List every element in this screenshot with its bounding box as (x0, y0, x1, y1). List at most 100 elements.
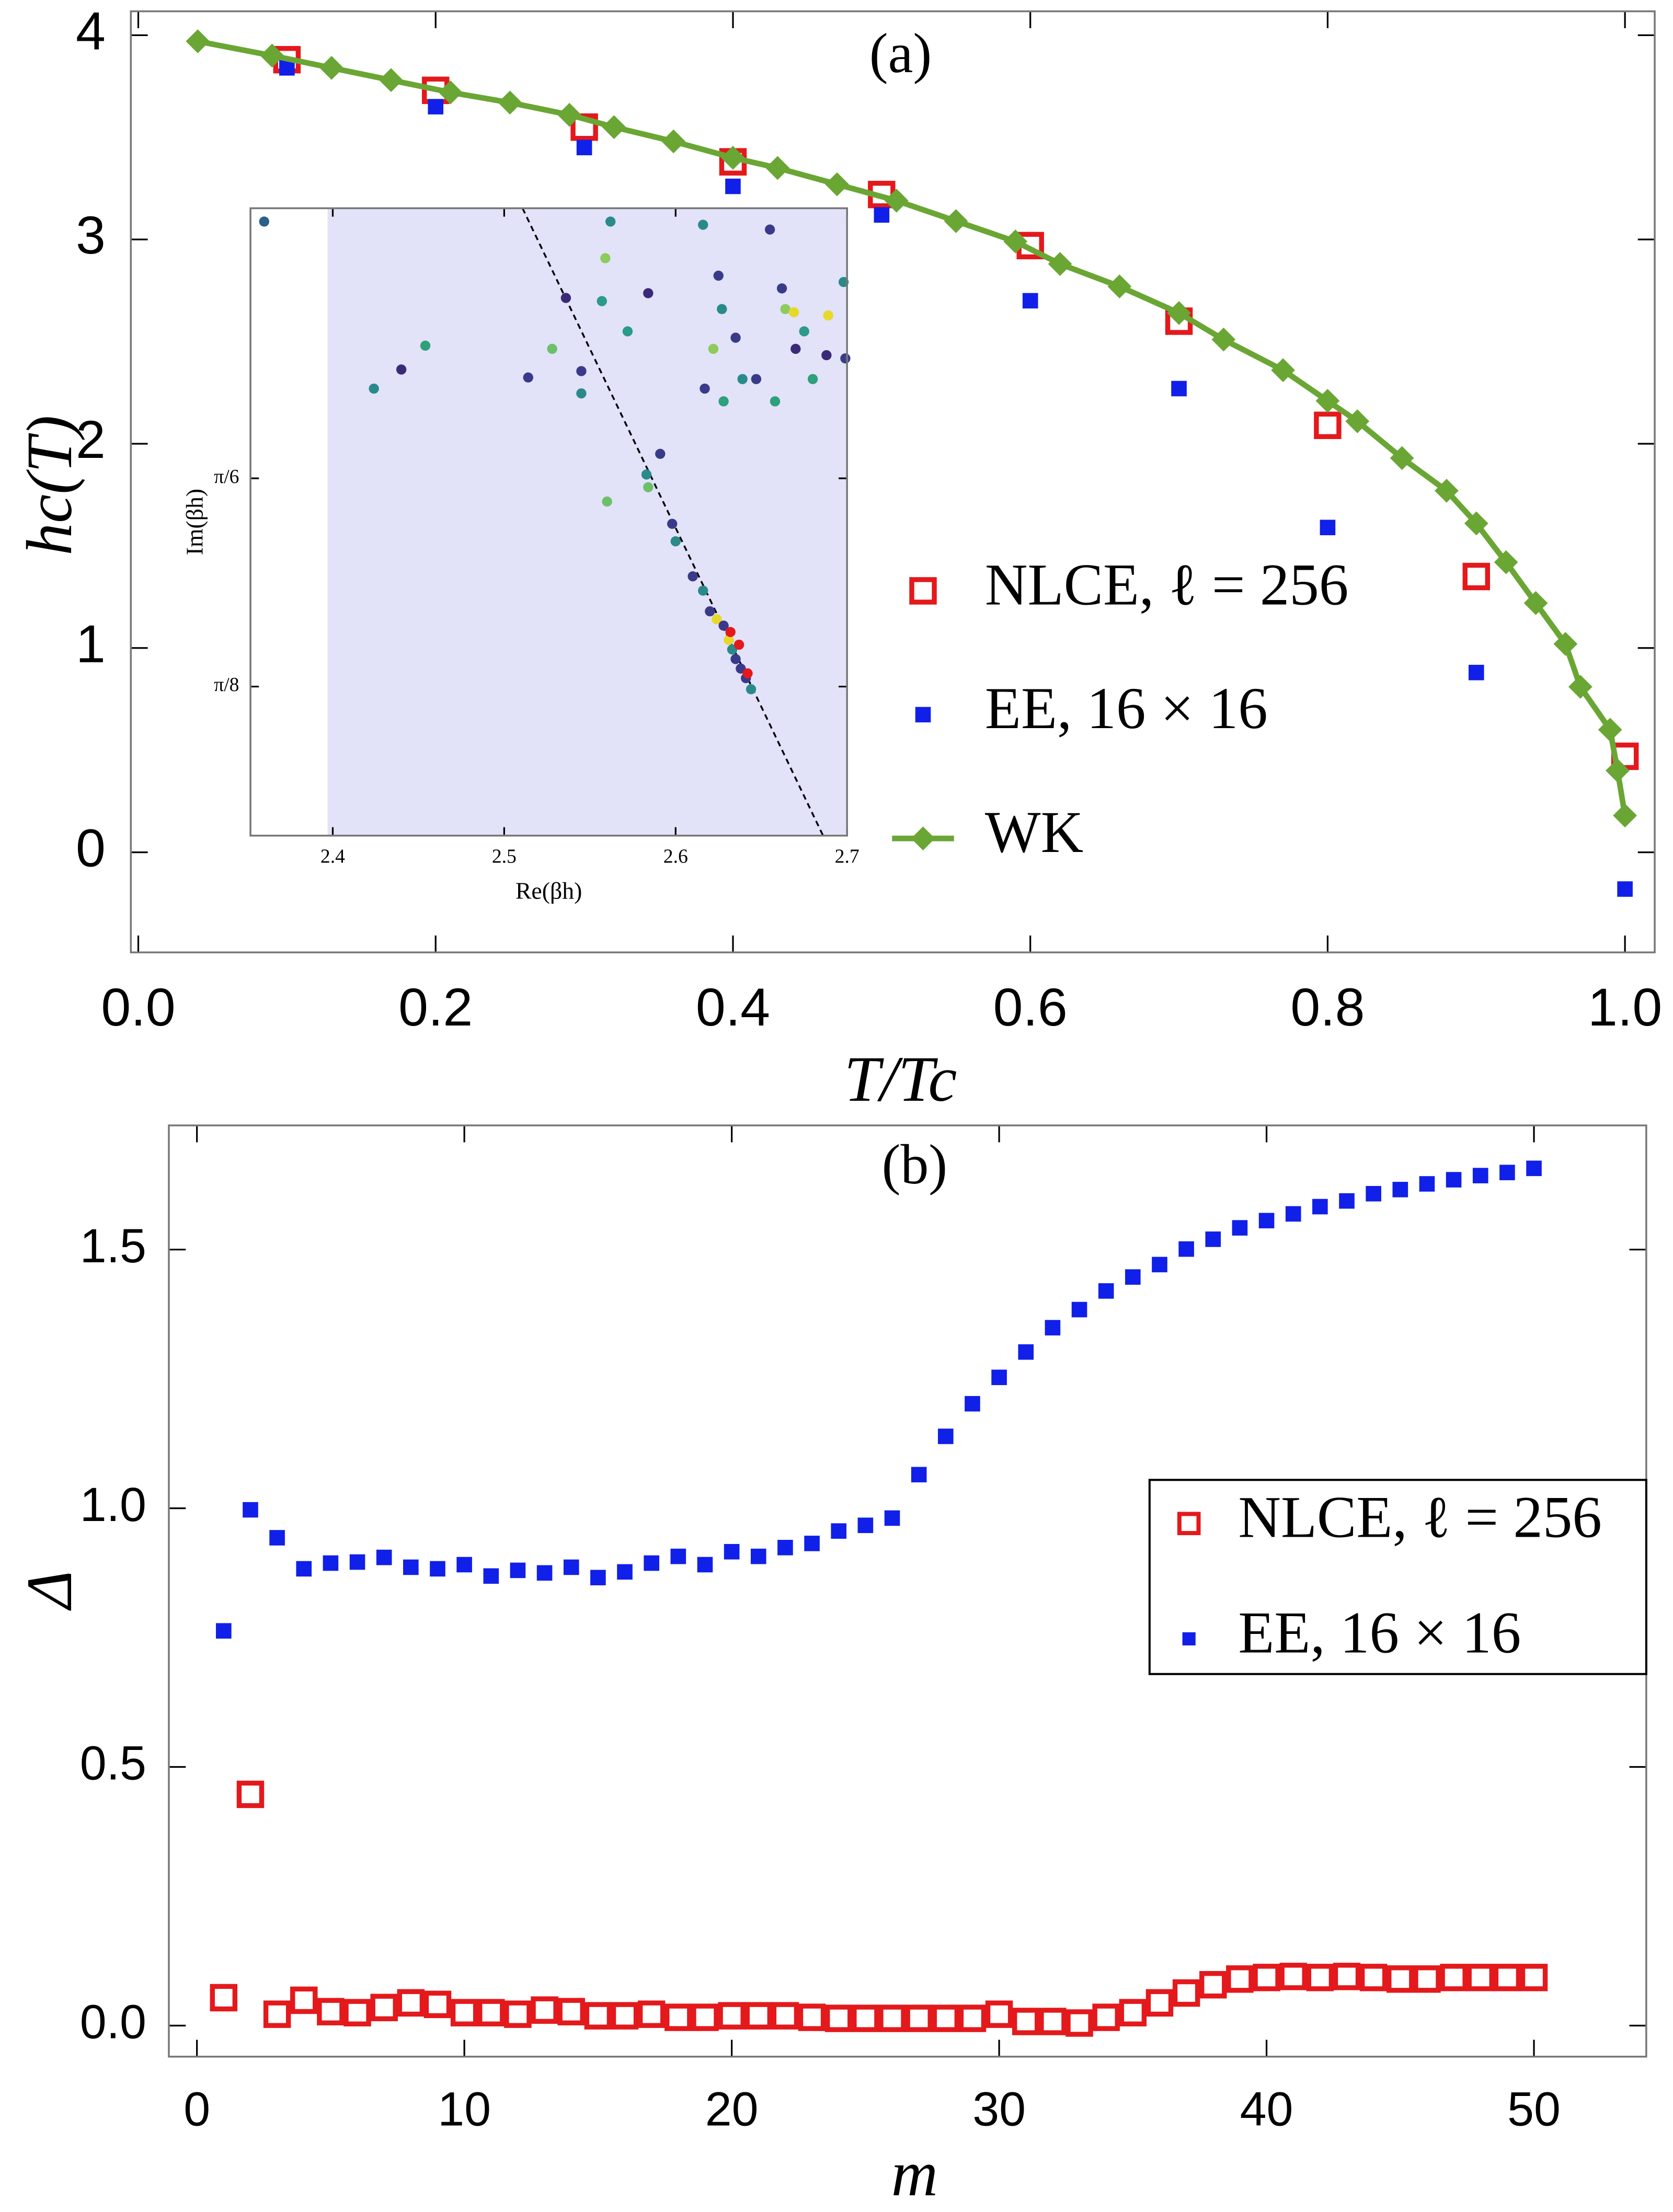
marker-dot (643, 482, 654, 492)
marker-diamond (1003, 229, 1028, 254)
marker-square (874, 207, 890, 223)
marker-square-open (236, 1780, 265, 1808)
marker-dot (751, 374, 762, 384)
marker-dot (708, 343, 719, 354)
legend-marker (915, 707, 931, 723)
marker-square-open (1359, 1964, 1388, 1991)
marker-square (670, 1548, 686, 1564)
marker-diamond (1048, 252, 1072, 276)
marker-dot (770, 396, 781, 407)
marker-dot (655, 448, 666, 459)
marker-square-open (570, 113, 598, 141)
panel-label: (b) (882, 1134, 948, 1196)
marker-square (403, 1559, 419, 1575)
marker-square (483, 1568, 499, 1584)
marker-square-open (691, 2003, 719, 2031)
marker-square (1071, 1301, 1087, 1318)
marker-dot (776, 283, 787, 294)
legend-label: EE, 16 × 16 (1238, 1600, 1521, 1665)
marker-square-open (905, 2004, 933, 2032)
x-tick-label: 20 (705, 2083, 759, 2136)
marker-square (1468, 664, 1484, 681)
marker-square-open (824, 2004, 853, 2032)
marker-dot (259, 216, 269, 227)
marker-dot (730, 332, 741, 343)
marker-dot (687, 571, 698, 582)
legend-marker (909, 577, 937, 605)
marker-square-open (1199, 1971, 1227, 1999)
marker-diamond (944, 209, 968, 233)
marker-square-open (1279, 1963, 1307, 1990)
marker-dot (369, 383, 379, 394)
y-axis-label: hc(T) (14, 416, 85, 556)
marker-dot (713, 270, 724, 281)
marker-square (1472, 1168, 1488, 1183)
marker-dot (622, 326, 633, 337)
marker-square-open (1172, 1979, 1200, 2007)
marker-square (884, 1510, 900, 1526)
marker-square (857, 1517, 874, 1534)
marker-square-open (852, 2004, 879, 2032)
marker-square (376, 1549, 392, 1565)
marker-square-open (1333, 1963, 1361, 1990)
legend-label: NLCE, ℓ = 256 (1238, 1485, 1601, 1550)
marker-square-open (210, 1984, 238, 2012)
marker-square-open (477, 1999, 505, 2026)
marker-square-open (450, 1999, 478, 2026)
marker-square (1178, 1241, 1194, 1257)
marker-square (296, 1561, 312, 1577)
legend-marker (911, 826, 935, 850)
marker-square-open (1386, 1965, 1414, 1993)
marker-diamond (1271, 358, 1295, 383)
marker-square-open (1226, 1965, 1254, 1993)
marker-dot (700, 383, 710, 394)
x-tick-label: 0.2 (398, 977, 473, 1037)
marker-diamond (721, 145, 745, 170)
marker-square-open (370, 1994, 398, 2022)
marker-square (590, 1570, 606, 1586)
marker-square (804, 1536, 820, 1551)
marker-dot (780, 304, 790, 315)
marker-square (965, 1396, 980, 1412)
marker-square (724, 1543, 740, 1560)
marker-diamond (498, 90, 522, 115)
x-tick-label: 2.7 (835, 845, 860, 867)
marker-square (323, 1555, 339, 1571)
marker-square-open (1145, 1989, 1174, 2017)
marker-dot (742, 668, 753, 678)
marker-dot (718, 396, 729, 407)
x-tick-label: 2.5 (492, 845, 517, 867)
marker-dot (396, 364, 407, 375)
marker-square-open (932, 2004, 960, 2032)
marker-square (1022, 293, 1038, 309)
marker-square (576, 140, 592, 156)
marker-dot (730, 654, 741, 664)
marker-square (697, 1557, 713, 1573)
marker-diamond (379, 68, 403, 93)
marker-square (911, 1467, 927, 1483)
marker-diamond (1598, 718, 1622, 742)
y-tick-label: π/8 (214, 674, 239, 696)
marker-square-open (798, 2003, 826, 2031)
marker-square (349, 1554, 365, 1570)
marker-square-open (878, 2004, 906, 2032)
marker-dot (718, 620, 729, 631)
x-tick-label: 2.4 (320, 845, 345, 867)
marker-square (430, 1561, 445, 1577)
marker-dot (788, 307, 799, 318)
marker-diamond (1390, 446, 1414, 470)
y-tick-label: 1 (76, 614, 106, 674)
marker-square (428, 99, 444, 114)
marker-dot (670, 536, 681, 547)
marker-square (1366, 1185, 1381, 1202)
marker-dot (576, 388, 587, 399)
x-tick-label: 30 (972, 2083, 1026, 2136)
marker-dot (734, 639, 744, 650)
marker-square-open (317, 1998, 345, 2025)
marker-dot (600, 253, 611, 263)
legend-marker (1182, 1632, 1196, 1646)
marker-square (750, 1548, 766, 1564)
marker-diamond (1613, 803, 1637, 828)
